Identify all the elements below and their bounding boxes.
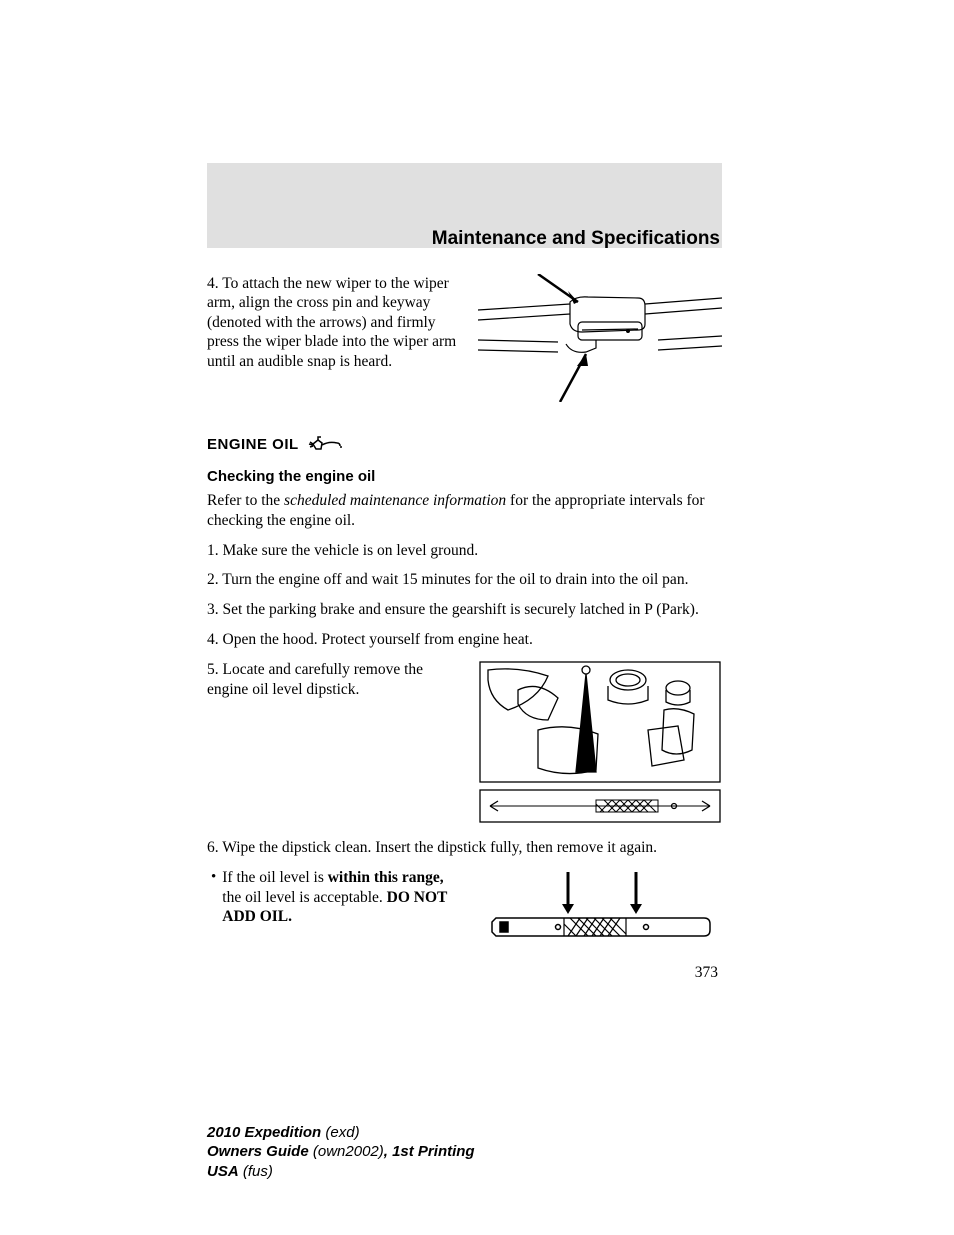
wiper-diagram	[478, 274, 722, 402]
oil-step-2: 2. Turn the engine off and wait 15 minut…	[207, 570, 722, 590]
footer-line-3: USA (fus)	[207, 1162, 475, 1182]
bul-c: the oil level is acceptable.	[222, 889, 386, 906]
bullet-text: If the oil level is within this range, t…	[222, 868, 464, 927]
oil-step-3: 3. Set the parking brake and ensure the …	[207, 600, 722, 620]
checking-oil-subheading: Checking the engine oil	[207, 468, 722, 485]
f1b: (exd)	[321, 1124, 359, 1141]
engine-oil-heading: ENGINE OIL	[207, 436, 299, 453]
wiper-section: 4. To attach the new wiper to the wiper …	[207, 274, 722, 402]
footer: 2010 Expedition (exd) Owners Guide (own2…	[207, 1123, 475, 1182]
oil-step-1: 1. Make sure the vehicle is on level gro…	[207, 541, 722, 561]
f2a: Owners Guide	[207, 1143, 309, 1160]
bullet-icon: •	[211, 868, 216, 927]
oil-intro: Refer to the scheduled maintenance infor…	[207, 491, 722, 531]
dipstick-range-diagram	[478, 868, 722, 948]
oil-intro-a: Refer to the	[207, 492, 284, 509]
footer-line-1: 2010 Expedition (exd)	[207, 1123, 475, 1143]
f2c: , 1st Printing	[384, 1143, 475, 1160]
f3b: (fus)	[239, 1163, 273, 1180]
dipstick-section: 5. Locate and carefully remove the engin…	[207, 660, 722, 824]
page-content: Maintenance and Specifications 4. To att…	[207, 228, 722, 982]
oil-step-6: 6. Wipe the dipstick clean. Insert the d…	[207, 838, 722, 858]
bul-b: within this range,	[328, 869, 444, 886]
oil-can-icon	[307, 434, 347, 454]
bul-a: If the oil level is	[222, 869, 327, 886]
f3a: USA	[207, 1163, 239, 1180]
engine-bay-diagram	[478, 660, 722, 824]
oil-intro-italic: scheduled maintenance information	[284, 492, 506, 509]
page-number: 373	[207, 964, 722, 982]
f2b: (own2002)	[309, 1143, 384, 1160]
oil-range-bullet: • If the oil level is within this range,…	[207, 868, 464, 948]
f1a: 2010 Expedition	[207, 1124, 321, 1141]
section-title: Maintenance and Specifications	[207, 228, 722, 250]
engine-oil-heading-row: ENGINE OIL	[207, 434, 722, 454]
footer-line-2: Owners Guide (own2002), 1st Printing	[207, 1142, 475, 1162]
oil-step-4: 4. Open the hood. Protect yourself from …	[207, 630, 722, 650]
wiper-step-text: 4. To attach the new wiper to the wiper …	[207, 274, 464, 402]
oil-range-section: • If the oil level is within this range,…	[207, 868, 722, 948]
oil-step-5: 5. Locate and carefully remove the engin…	[207, 660, 464, 814]
